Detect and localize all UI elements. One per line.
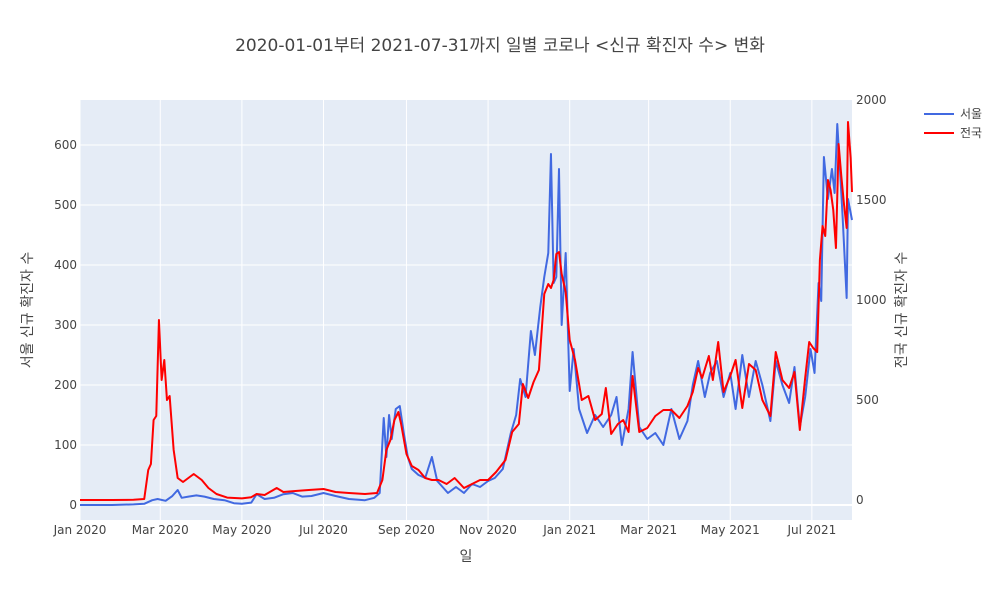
x-tick-label: Jan 2020 (53, 523, 107, 537)
chart-title: 2020-01-01부터 2021-07-31까지 일별 코로나 <신규 확진자… (235, 36, 765, 56)
x-tick-label: Jul 2021 (786, 523, 836, 537)
y-left-tick-labels: 0 100 200 300 400 500 600 (54, 138, 77, 512)
y-left-tick-label: 200 (54, 378, 77, 392)
series-line-right (80, 121, 853, 501)
y-left-tick-label: 400 (54, 258, 77, 272)
y-right-tick-label: 1500 (856, 193, 887, 207)
y-right-tick-label: 500 (856, 393, 879, 407)
y-right-axis-title: 전국 신규 확진자 수 (894, 252, 910, 369)
x-tick-label: Mar 2020 (132, 523, 189, 537)
legend-label: 서울 (960, 107, 982, 121)
x-tick-label: Mar 2021 (620, 523, 677, 537)
y-right-tick-label: 0 (856, 493, 864, 507)
y-left-axis-title: 서울 신규 확진자 수 (20, 252, 36, 369)
x-tick-label: Jul 2020 (298, 523, 348, 537)
grid (79, 100, 852, 520)
y-right-tick-labels: 0 500 1000 1500 2000 (856, 93, 887, 507)
series-layer (80, 121, 853, 506)
y-left-tick-label: 600 (54, 138, 77, 152)
y-left-tick-label: 100 (54, 438, 77, 452)
y-right-tick-label: 2000 (856, 93, 887, 107)
x-tick-label: Sep 2020 (378, 523, 435, 537)
x-tick-labels: Jan 2020 Mar 2020 May 2020 Jul 2020 Sep 2020… (53, 523, 837, 537)
y-left-tick-label: 500 (54, 198, 77, 212)
x-axis-title: 일 (460, 549, 473, 565)
y-right-tick-label: 1000 (856, 293, 887, 307)
legend-label: 전국 (960, 126, 982, 140)
y-left-tick-label: 300 (54, 318, 77, 332)
x-tick-label: Nov 2020 (459, 523, 517, 537)
y-left-tick-label: 0 (69, 498, 77, 512)
x-tick-label: May 2020 (212, 523, 271, 537)
x-tick-label: Jan 2021 (542, 523, 596, 537)
plot-background (80, 100, 852, 520)
x-tick-label: May 2021 (701, 523, 760, 537)
